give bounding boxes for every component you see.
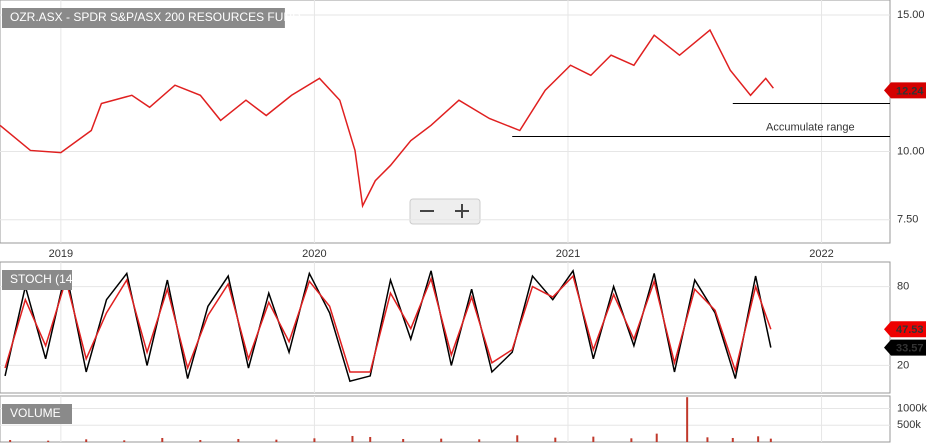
y-tick-label: 15.00: [897, 9, 925, 21]
x-tick-label: 2021: [556, 248, 580, 260]
series-line: [0, 28, 774, 209]
y-tick-label: 80: [897, 280, 909, 292]
y-tick-label: 7.50: [897, 214, 918, 226]
panel-title-bg: [2, 270, 72, 290]
volume-bar: [9, 439, 12, 442]
y-tick-label: 20: [897, 359, 909, 371]
y-tick-label: 500k: [897, 419, 921, 431]
panel-title: OZR.ASX - SPDR S&P/ASX 200 RESOURCES FUN…: [10, 10, 301, 24]
volume-bar: [478, 439, 481, 442]
volume-bar: [369, 436, 372, 442]
x-tick-label: 2019: [49, 248, 73, 260]
value-tag: [884, 321, 926, 338]
value-tag-label: 33.57: [896, 342, 924, 354]
value-tag: [884, 339, 926, 356]
panel-title-bg: [2, 8, 285, 28]
volume-bar: [199, 439, 202, 442]
volume-bar: [440, 438, 443, 442]
series-line: [4, 274, 772, 374]
annotation: Accumulate range: [766, 121, 855, 133]
panel-title-bg: [2, 404, 72, 424]
volume-bar: [706, 437, 709, 442]
volume-bar: [237, 438, 240, 442]
panel-title: STOCH (14): [10, 272, 76, 286]
y-tick-label: 10.00: [897, 145, 925, 157]
volume-bar: [161, 437, 164, 442]
volume-bar: [655, 433, 658, 442]
volume-bar: [402, 438, 405, 442]
volume-bar: [351, 435, 354, 442]
volume-bar: [516, 435, 519, 442]
panel-frame: [0, 0, 891, 244]
volume-bar: [554, 437, 557, 442]
volume-bar: [85, 439, 88, 442]
value-tag-label: 47.53: [896, 324, 924, 336]
value-tag: [884, 82, 926, 99]
volume-bar: [123, 440, 126, 442]
volume-bar: [731, 437, 734, 442]
volume-bar: [275, 439, 278, 442]
volume-bar: [769, 438, 772, 442]
zoom-controls[interactable]: [409, 198, 481, 225]
panel-frame: [0, 395, 891, 443]
volume-bar: [313, 438, 316, 442]
volume-bar: [630, 438, 633, 442]
volume-bar: [686, 397, 689, 442]
volume-bar: [757, 436, 760, 442]
y-tick-label: 1000k: [897, 402, 927, 414]
volume-bar: [592, 436, 595, 442]
volume-bar: [47, 440, 50, 442]
value-tag-label: 12.24: [896, 85, 924, 97]
x-tick-label: 2020: [302, 248, 326, 260]
x-tick-label: 2022: [809, 248, 833, 260]
panel-title: VOLUME: [10, 406, 61, 420]
